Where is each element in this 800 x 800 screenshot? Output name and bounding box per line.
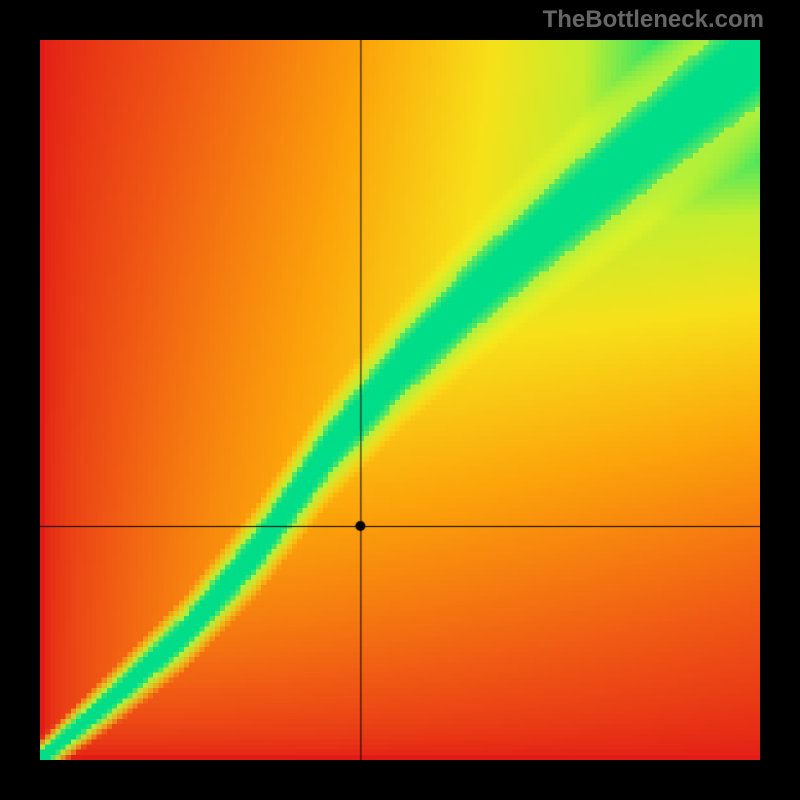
watermark-text: TheBottleneck.com (543, 6, 764, 34)
chart-container: TheBottleneck.com (0, 0, 800, 800)
crosshair-overlay (40, 40, 760, 760)
